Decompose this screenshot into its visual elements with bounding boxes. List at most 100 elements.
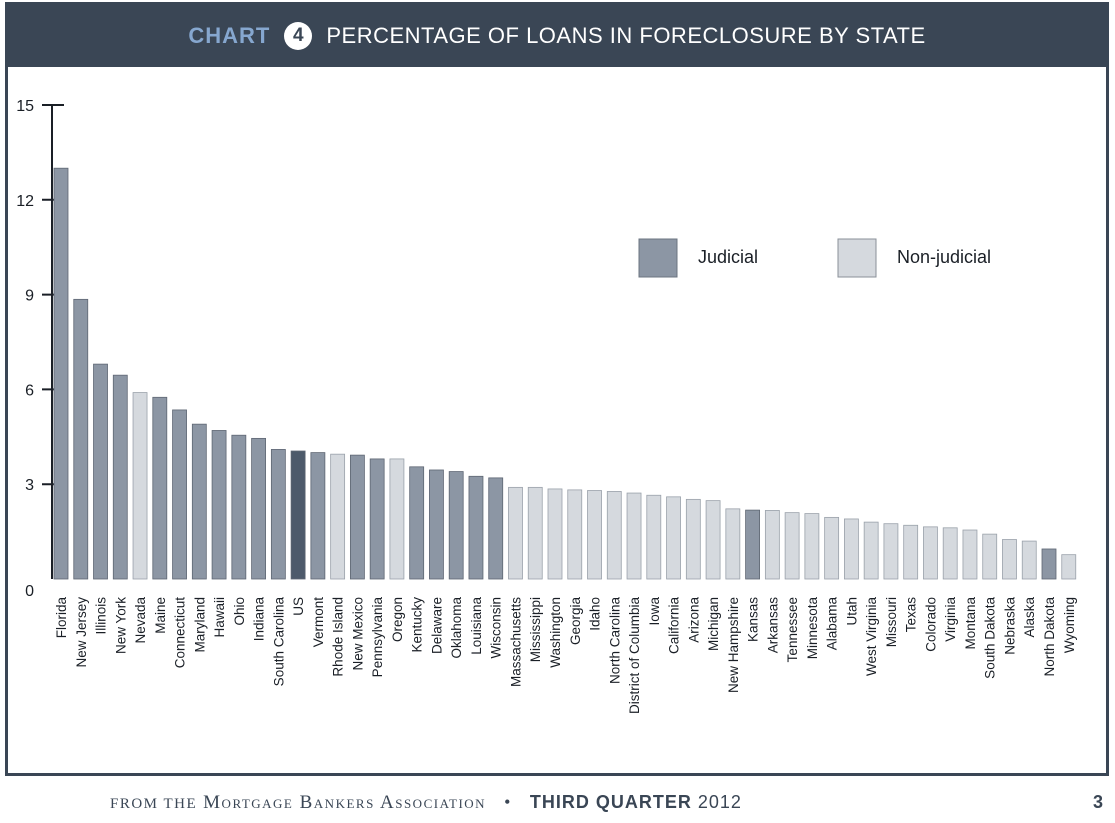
x-tick-label: California — [667, 597, 682, 655]
bar-new-york — [112, 374, 128, 580]
x-tick-label: Mississippi — [528, 597, 543, 662]
bar-ohio — [231, 434, 247, 580]
chart-label: CHART — [188, 23, 271, 48]
x-tick-label: North Dakota — [1042, 597, 1057, 677]
bar-kansas — [745, 509, 760, 580]
x-tick-label: New Mexico — [350, 597, 365, 671]
bar-kentucky — [409, 466, 425, 580]
x-tick-label: New York — [113, 597, 128, 654]
footer-year: 2012 — [697, 792, 742, 812]
y-tick-label: 3 — [25, 477, 34, 494]
bar-new-mexico — [349, 454, 365, 580]
bar-virginia — [942, 527, 958, 580]
x-tick-label: Utah — [844, 597, 859, 626]
bar-montana — [962, 529, 978, 580]
bar-wisconsin — [488, 477, 504, 580]
x-tick-label: Iowa — [647, 597, 662, 626]
x-tick-label: Colorado — [923, 597, 938, 652]
x-tick-label: Kentucky — [410, 597, 425, 653]
bar-mississippi — [527, 486, 543, 580]
bar-indiana — [251, 437, 267, 580]
bar-pennsylvania — [369, 458, 385, 580]
bar-north-carolina — [606, 491, 622, 580]
chart-number-badge: 4 — [284, 22, 313, 50]
x-tick-label: Indiana — [252, 597, 267, 642]
x-tick-label: Nebraska — [1002, 597, 1017, 655]
x-tick-label: Oklahoma — [449, 597, 464, 659]
footer-source-org: Mortgage Bankers Association — [203, 792, 487, 813]
x-tick-label: Arizona — [686, 597, 701, 643]
bar-chart: 0 3 6 9 12 15 Florida New Jersey Illinois New Yo… — [16, 98, 1077, 715]
bar-louisiana — [468, 475, 484, 580]
bar-maine — [152, 396, 168, 580]
x-tick-label: Massachusetts — [508, 597, 523, 687]
footer-separator: • — [504, 792, 512, 812]
bar-tennessee — [784, 512, 800, 580]
bar-delaware — [429, 469, 444, 580]
x-tick-label: South Carolina — [271, 597, 286, 687]
x-tick-label: Vermont — [311, 597, 326, 648]
x-tick-label: South Dakota — [983, 597, 998, 679]
x-tick-label: Illinois — [94, 597, 109, 635]
x-tick-label: Missouri — [884, 597, 899, 647]
y-tick-label: 6 — [25, 382, 34, 399]
bar-new-jersey — [73, 298, 89, 580]
bar-washington — [547, 488, 563, 580]
bar-rhode-island — [330, 453, 346, 580]
x-tick-label: Oregon — [390, 597, 405, 642]
x-tick-label: New Jersey — [74, 597, 89, 668]
bars — [53, 167, 1077, 580]
footer-source-prefix: from the — [110, 796, 198, 812]
x-tick-label: US — [291, 597, 306, 616]
x-tick-label: Michigan — [706, 597, 721, 651]
y-tick-label: 0 — [25, 583, 34, 600]
legend-nonjudicial-label: Non-judicial — [897, 247, 991, 267]
footer-period: THIRD QUARTER — [529, 792, 692, 812]
bar-west-virginia — [863, 521, 879, 580]
x-tick-label: Alaska — [1022, 597, 1037, 638]
x-tick-label: Kansas — [746, 597, 761, 642]
bar-texas — [903, 524, 919, 580]
bar-utah — [844, 518, 859, 580]
legend: Judicial Non-judicial — [638, 238, 991, 278]
x-tick-label: Wisconsin — [489, 597, 504, 659]
y-tick-label: 12 — [16, 193, 34, 210]
bar-hawaii — [211, 430, 227, 580]
bar-us — [290, 450, 306, 580]
legend-nonjudicial-swatch — [837, 238, 877, 278]
bar-connecticut — [172, 409, 187, 580]
bar-minnesota — [804, 513, 820, 580]
x-tick-label: Rhode Island — [331, 597, 346, 677]
x-tick-label: Montana — [963, 597, 978, 650]
page-number: 3 — [1093, 792, 1104, 812]
bar-south-dakota — [982, 533, 998, 580]
legend-judicial-swatch — [638, 238, 678, 278]
bar-idaho — [587, 490, 602, 580]
x-tick-label: North Carolina — [607, 597, 622, 685]
bar-illinois — [93, 363, 108, 580]
x-tick-label: Alabama — [825, 597, 840, 651]
bar-district-of-columbia — [626, 492, 642, 580]
bar-michigan — [705, 500, 721, 580]
x-tick-label: Ohio — [232, 597, 247, 626]
bar-massachusetts — [508, 486, 523, 580]
bar-alabama — [824, 516, 840, 580]
bar-oklahoma — [448, 471, 464, 580]
x-tick-label: Pennsylvania — [370, 597, 385, 678]
x-tick-label: Idaho — [588, 597, 603, 631]
bar-wyoming — [1061, 554, 1077, 580]
bar-colorado — [923, 526, 938, 580]
bar-oregon — [389, 458, 405, 580]
bar-maryland — [191, 423, 207, 580]
x-tick-label: Florida — [54, 597, 69, 639]
footer-source: from the Mortgage Bankers Association • … — [110, 792, 742, 814]
bar-florida — [53, 167, 69, 580]
bar-iowa — [646, 494, 662, 580]
x-tick-label: District of Columbia — [627, 597, 642, 715]
bar-new-hampshire — [725, 508, 741, 580]
x-tick-label: Louisiana — [469, 597, 484, 655]
bar-missouri — [883, 523, 899, 580]
bar-arizona — [685, 498, 701, 580]
x-tick-label: Virginia — [943, 597, 958, 642]
bar-south-carolina — [270, 449, 286, 580]
